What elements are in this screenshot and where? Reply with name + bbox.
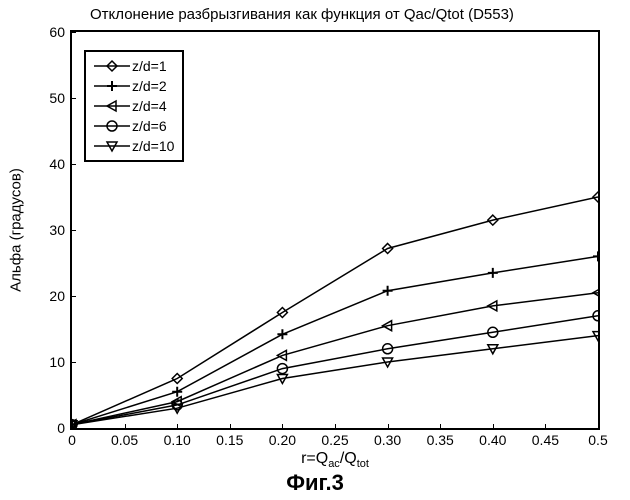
legend-row: z/d=6 — [92, 116, 174, 136]
ytick — [70, 230, 76, 231]
legend-row: z/d=4 — [92, 96, 174, 116]
xtick — [282, 424, 283, 430]
xtick-label: 0.5 — [588, 432, 607, 448]
ytick — [70, 98, 76, 99]
xtick-label: 0.45 — [532, 432, 559, 448]
xtick-label: 0 — [68, 432, 76, 448]
xtick-label: 0.35 — [427, 432, 454, 448]
ytick-label: 10 — [49, 354, 65, 370]
xtick-label: 0.20 — [269, 432, 296, 448]
ytick-label: 0 — [57, 420, 65, 436]
figure-caption: Фиг.3 — [286, 470, 344, 496]
ytick-label: 60 — [49, 24, 65, 40]
xtick — [72, 424, 73, 430]
legend-marker-icon — [92, 56, 132, 76]
legend-row: z/d=10 — [92, 136, 174, 156]
xtick-label: 0.10 — [164, 432, 191, 448]
ytick — [70, 428, 76, 429]
legend-label: z/d=2 — [132, 78, 167, 94]
legend-marker-icon — [92, 116, 132, 136]
ytick — [70, 362, 76, 363]
xtick-label: 0.40 — [479, 432, 506, 448]
legend-row: z/d=1 — [92, 56, 174, 76]
xtick — [545, 424, 546, 430]
ytick — [70, 296, 76, 297]
xtick — [177, 424, 178, 430]
legend-marker-icon — [92, 136, 132, 156]
xtick — [440, 424, 441, 430]
legend-marker-icon — [92, 76, 132, 96]
xtick-label: 0.25 — [321, 432, 348, 448]
legend-label: z/d=1 — [132, 58, 167, 74]
xtick — [335, 424, 336, 430]
legend: z/d=1 z/d=2 z/d=4 z/d=6 z/d=10 — [84, 50, 184, 162]
figure: Отклонение разбрызгивания как функция от… — [0, 0, 630, 500]
legend-marker-icon — [92, 96, 132, 116]
ytick-label: 40 — [49, 156, 65, 172]
xtick-label: 0.30 — [374, 432, 401, 448]
ytick — [70, 164, 76, 165]
xtick — [598, 424, 599, 430]
ytick-label: 30 — [49, 222, 65, 238]
xtick — [388, 424, 389, 430]
legend-row: z/d=2 — [92, 76, 174, 96]
legend-label: z/d=10 — [132, 138, 174, 154]
legend-label: z/d=6 — [132, 118, 167, 134]
xtick — [493, 424, 494, 430]
x-axis-label: r=Qac/Qtot — [301, 450, 369, 470]
xtick-label: 0.15 — [216, 432, 243, 448]
xtick-label: 0.05 — [111, 432, 138, 448]
ytick-label: 50 — [49, 90, 65, 106]
ytick — [70, 32, 76, 33]
y-axis-label: Альфа (градусов) — [8, 168, 25, 292]
xtick — [230, 424, 231, 430]
xtick — [125, 424, 126, 430]
ytick-label: 20 — [49, 288, 65, 304]
legend-label: z/d=4 — [132, 98, 167, 114]
chart-title: Отклонение разбрызгивания как функция от… — [90, 6, 514, 23]
